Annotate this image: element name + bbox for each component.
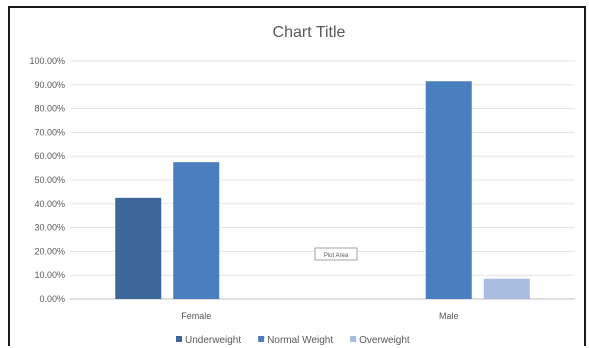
y-tick-label: 90.00% [34, 80, 65, 90]
x-axis-categories: Female Male [181, 311, 458, 321]
legend[interactable]: Underweight Normal Weight Overweight [176, 335, 410, 346]
bar-male-overweight[interactable] [483, 278, 530, 299]
plot-area-tooltip: Plot Area [314, 247, 358, 261]
chart-title[interactable]: Chart Title [273, 24, 346, 41]
y-tick-label: 80.00% [34, 104, 65, 114]
y-tick-label: 70.00% [34, 127, 65, 137]
legend-swatch [176, 336, 182, 342]
y-tick-label: 30.00% [34, 223, 65, 233]
y-tick-label: 50.00% [34, 175, 65, 185]
y-tick-label: 10.00% [34, 270, 65, 280]
y-axis-ticks: 0.00% 10.00% 20.00% 30.00% 40.00% 50.00% 60.00… [29, 56, 65, 304]
bar-female-normal-weight[interactable] [173, 162, 220, 299]
x-category-label: Male [439, 311, 459, 321]
y-tick-label: 40.00% [34, 199, 65, 209]
bar-male-normal-weight[interactable] [425, 81, 472, 299]
y-tick-label: 60.00% [34, 151, 65, 161]
legend-label: Underweight [185, 335, 241, 346]
x-category-label: Female [181, 311, 211, 321]
legend-label: Overweight [359, 335, 410, 346]
y-tick-label: 100.00% [29, 56, 65, 66]
bar-female-underweight[interactable] [115, 197, 162, 299]
y-tick-label: 20.00% [34, 246, 65, 256]
tooltip-box [314, 247, 358, 261]
bars [115, 81, 530, 299]
legend-swatch [350, 336, 357, 342]
tooltip-label: Plot Area [324, 253, 349, 259]
y-tick-label: 0.00% [39, 294, 65, 304]
legend-swatch [258, 336, 265, 342]
legend-label: Normal Weight [267, 335, 333, 346]
